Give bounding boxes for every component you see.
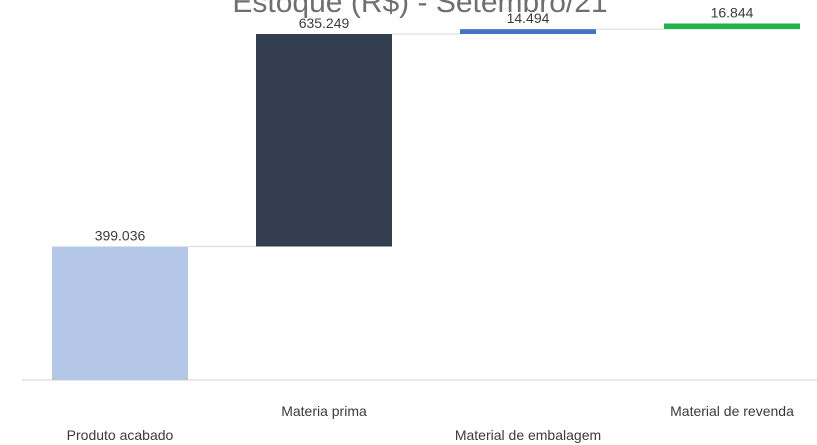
data-label-2: 14.494 [507, 10, 550, 26]
data-label-3: 16.844 [711, 5, 754, 21]
data-labels: 399.036 635.249 14.494 16.844 [95, 5, 754, 244]
category-label-0: Produto acabado [67, 427, 174, 443]
data-label-0: 399.036 [95, 228, 146, 244]
bar-3 [664, 23, 800, 30]
connector-lines [188, 28, 664, 248]
category-labels: Produto acabado Materia prima Material de … [67, 403, 794, 443]
category-label-1: Materia prima [281, 403, 367, 419]
data-label-1: 635.249 [299, 15, 350, 31]
bars [52, 23, 800, 380]
category-label-3: Material de revenda [670, 403, 794, 419]
bar-1 [256, 33, 392, 247]
bar-0 [52, 246, 188, 380]
chart-title: Estoque (R$) - Setembro/21 [232, 0, 607, 19]
category-label-2: Material de embalagem [455, 427, 601, 443]
bar-2 [460, 29, 596, 34]
